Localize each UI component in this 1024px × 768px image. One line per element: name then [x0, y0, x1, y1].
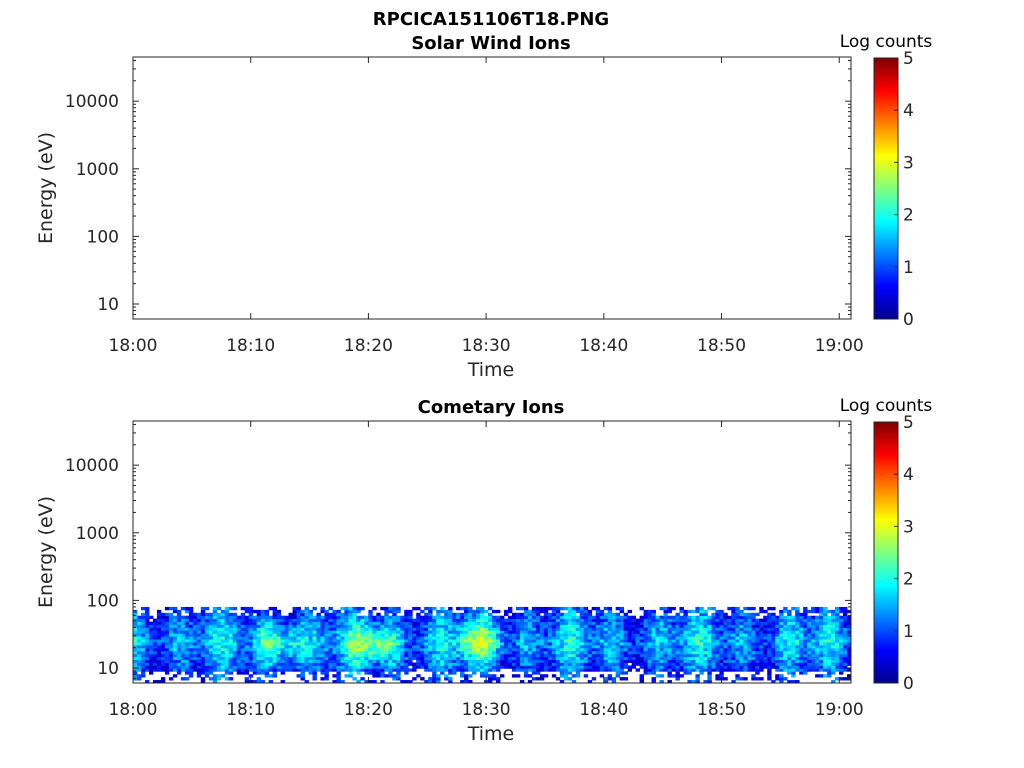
- colorbar-tick-label-cometary: 3: [903, 517, 914, 537]
- plot-area-solar-wind: [132, 56, 852, 320]
- y-tick-label-solar-wind: 1000: [76, 160, 119, 180]
- x-tick-label-cometary: 18:20: [344, 700, 393, 720]
- colorbar-tick-label-solar-wind: 2: [903, 206, 914, 226]
- x-tick-label-cometary: 19:00: [815, 700, 864, 720]
- x-tick-label-solar-wind: 19:00: [815, 336, 864, 356]
- x-tick-label-solar-wind: 18:10: [226, 336, 275, 356]
- colorbar-tick-label-cometary: 4: [903, 465, 914, 485]
- colorbar-label-solar-wind: Log counts: [840, 32, 933, 52]
- colorbar-tick-label-solar-wind: 1: [903, 258, 914, 278]
- y-tick-label-cometary: 1000: [76, 524, 119, 544]
- colorbar-tick-label-solar-wind: 0: [903, 310, 914, 330]
- x-tick-label-cometary: 18:50: [697, 700, 746, 720]
- x-tick-label-cometary: 18:30: [462, 700, 511, 720]
- x-tick-label-cometary: 18:10: [226, 700, 275, 720]
- x-tick-label-cometary: 18:00: [109, 700, 158, 720]
- x-tick-label-solar-wind: 18:40: [579, 336, 628, 356]
- y-tick-label-solar-wind: 10: [97, 295, 119, 315]
- colorbar-tick-label-solar-wind: 3: [903, 153, 914, 173]
- colorbar-tick-label-cometary: 0: [903, 674, 914, 694]
- x-axis-label-solar-wind: Time: [467, 359, 515, 381]
- colorbar-gradient-cometary: [873, 421, 899, 684]
- x-axis-label-cometary: Time: [467, 723, 515, 745]
- colorbar-label-cometary: Log counts: [840, 396, 933, 416]
- y-tick-label-cometary: 10: [97, 659, 119, 679]
- x-tick-label-solar-wind: 18:30: [462, 336, 511, 356]
- colorbar-tick-label-solar-wind: 4: [903, 101, 914, 121]
- figure-title: RPCICA151106T18.PNG: [373, 9, 609, 30]
- y-tick-label-solar-wind: 10000: [65, 92, 119, 112]
- colorbar-gradient-solar-wind: [873, 57, 899, 320]
- x-tick-label-cometary: 18:40: [579, 700, 628, 720]
- x-tick-label-solar-wind: 18:20: [344, 336, 393, 356]
- spectrogram-cometary: [133, 606, 851, 683]
- colorbar-tick-label-solar-wind: 5: [903, 49, 914, 69]
- panel-solar-wind: Solar Wind Ions 18:00 18:10 18:20 18:30 18:4…: [35, 32, 932, 381]
- colorbar-cometary: Log counts 0 1 2 3 4 5: [840, 396, 933, 694]
- y-tick-label-solar-wind: 100: [87, 227, 119, 247]
- y-axis-label-cometary: Energy (eV): [35, 496, 57, 608]
- panel-title-solar-wind: Solar Wind Ions: [411, 33, 570, 54]
- y-tick-label-cometary: 10000: [65, 456, 119, 476]
- y-tick-label-cometary: 100: [87, 591, 119, 611]
- x-tick-label-solar-wind: 18:00: [109, 336, 158, 356]
- axes-solar-wind: 18:00 18:10 18:20 18:30 18:40 18:50 19:00 10 100…: [65, 57, 864, 356]
- panel-cometary: Cometary Ions 18:00 18:10 18:20 18:30 18:40 1…: [35, 396, 932, 745]
- y-axis-label-solar-wind: Energy (eV): [35, 132, 57, 244]
- colorbar-solar-wind: Log counts 0 1 2 3 4 5: [840, 32, 933, 330]
- colorbar-tick-label-cometary: 1: [903, 622, 914, 642]
- x-tick-label-solar-wind: 18:50: [697, 336, 746, 356]
- colorbar-tick-label-cometary: 5: [903, 413, 914, 433]
- panel-title-cometary: Cometary Ions: [418, 397, 565, 418]
- colorbar-tick-label-cometary: 2: [903, 570, 914, 590]
- axes-cometary: 18:00 18:10 18:20 18:30 18:40 18:50 19:00 10 100…: [65, 421, 864, 720]
